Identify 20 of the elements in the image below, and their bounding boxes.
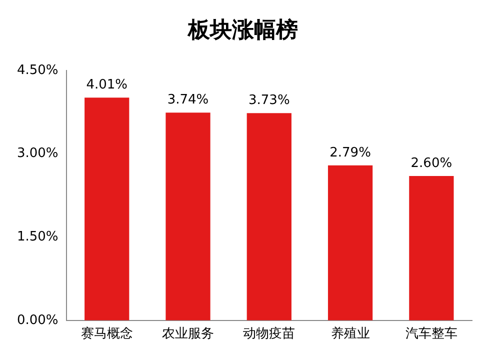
bar — [409, 176, 454, 320]
bar — [166, 112, 210, 320]
bar — [246, 113, 292, 320]
x-tick-label: 农业服务 — [162, 326, 214, 342]
data-label: 3.73% — [248, 93, 290, 108]
bar — [328, 165, 373, 320]
bar — [84, 98, 130, 320]
x-tick-label: 动物疫苗 — [243, 326, 296, 342]
data-label: 2.60% — [410, 156, 452, 171]
x-tick-label: 赛马概念 — [80, 326, 133, 342]
data-label: 3.74% — [167, 92, 209, 108]
data-label: 2.79% — [330, 145, 371, 160]
y-tick-label: 1.50% — [16, 229, 58, 244]
y-tick-label: 3.00% — [16, 146, 58, 162]
y-tick-label: 4.50% — [16, 62, 58, 78]
x-tick-label: 汽车整车 — [405, 326, 458, 342]
chart-title: 板块涨幅榜 — [187, 18, 298, 43]
data-label: 4.01% — [86, 77, 128, 92]
y-tick-label: 0.00% — [16, 312, 58, 328]
x-tick-label: 养殖业 — [330, 326, 370, 342]
